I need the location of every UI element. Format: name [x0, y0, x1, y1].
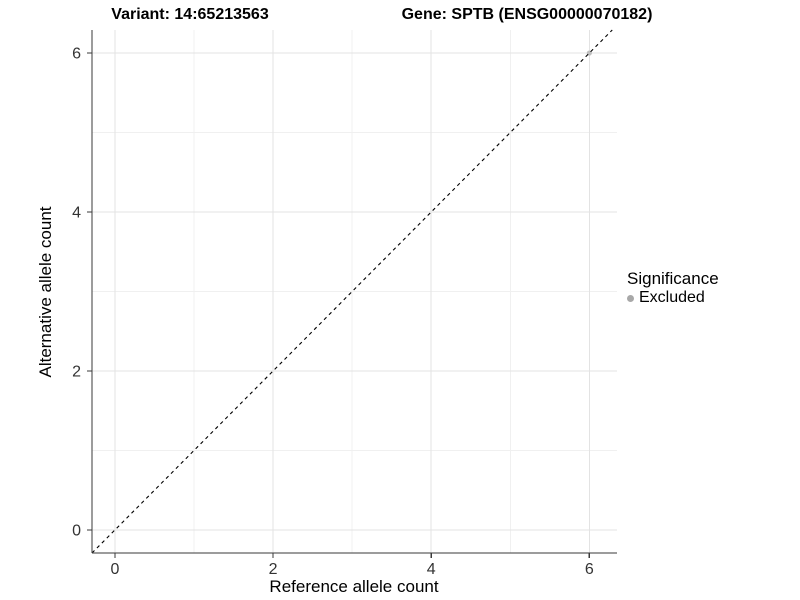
legend-item-excluded: Excluded	[627, 289, 719, 307]
y-tick-label: 4	[72, 205, 81, 222]
legend-title: Significance	[627, 269, 719, 288]
plot-title-variant: Variant: 14:65213563	[111, 6, 269, 23]
legend-item-label: Excluded	[639, 289, 705, 306]
x-tick-label: 0	[110, 561, 119, 578]
x-tick-label: 2	[269, 561, 278, 578]
legend-point-icon	[627, 294, 634, 302]
y-axis-title: Alternative allele count	[36, 206, 55, 378]
x-tick-label: 6	[585, 561, 594, 578]
legend: Significance Excluded	[627, 269, 719, 307]
y-tick-label: 6	[72, 46, 81, 63]
plot-title-gene: Gene: SPTB (ENSG00000070182)	[401, 6, 653, 23]
x-axis-title: Reference allele count	[269, 577, 439, 596]
x-tick-label: 4	[427, 561, 436, 578]
y-tick-label: 2	[72, 363, 81, 380]
y-tick-label: 0	[72, 522, 81, 539]
